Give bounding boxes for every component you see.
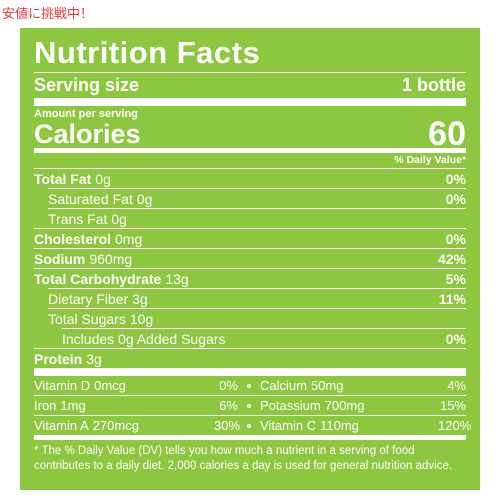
nutrient-row: Total Sugars 10g (48, 308, 466, 328)
nutrient-row: Total Fat 0g 0% (34, 168, 466, 188)
calories-row: Calories 60 (34, 115, 466, 153)
serving-row: Serving size 1 bottle (34, 73, 466, 98)
vitamin-dv: 15% (439, 398, 466, 413)
nutrient-name: Cholesterol (34, 230, 112, 247)
vitamin-cell: Calcium 50mg (260, 378, 438, 393)
rule (34, 435, 466, 440)
nutrient-name: Includes 0g Added Sugars (62, 330, 226, 347)
nutrient-amount: 960mg (89, 250, 133, 267)
vitamin-amount: 0mcg (94, 378, 126, 393)
nutrition-label: Nutrition Facts Serving size 1 bottle Am… (20, 28, 480, 490)
nutrient-dv: 0% (445, 190, 466, 207)
vitamin-name: Vitamin A (34, 418, 89, 433)
vitamin-amount: 110mg (320, 418, 359, 433)
nutrient-row: Protein 3g (34, 348, 466, 368)
nutrient-dv: 0% (445, 330, 466, 347)
nutrient-name: Dietary Fiber (48, 290, 129, 307)
vitamin-dv: 4% (447, 378, 466, 393)
nutrient-row: Trans Fat 0g (48, 208, 466, 228)
nutrient-amount: 3g (86, 350, 102, 367)
daily-value-header: % Daily Value* (394, 154, 466, 166)
calories: 60 (428, 115, 466, 153)
nutrient-dv: 11% (438, 290, 466, 307)
nutrient-amount: 0g (95, 170, 111, 187)
vitamins: Vitamin D 0mcg 0% Calcium 50mg 4% Iron 1mg 6% Pot… (34, 376, 472, 435)
nutrient-row: Sodium 960mg 42% (34, 248, 466, 268)
nutrient-row: Cholesterol 0mg 0% (34, 228, 466, 248)
nutrient-row: Saturated Fat 0g 0% (48, 188, 466, 208)
vitamin-amount: 1mg (60, 398, 86, 413)
serving-size-label: Serving size (34, 75, 140, 95)
vitamin-row: Vitamin A 270mcg 30% Vitamin C 110mg 120% (34, 415, 472, 435)
nutrient-name: Total Carbohydrate (34, 270, 162, 287)
nutrient-dv: 42% (437, 250, 466, 267)
separator-dot (247, 383, 251, 388)
nutrient-name: Protein (34, 350, 83, 367)
vitamin-amount: 700mg (324, 398, 365, 413)
vitamin-name: Calcium (260, 378, 307, 393)
nutrient-name: Saturated Fat (48, 190, 133, 207)
nutrient-row: Dietary Fiber 3g 11% (48, 288, 466, 308)
vitamin-cell: Vitamin A 270mcg (34, 418, 214, 433)
nutrient-dv: 0% (445, 230, 466, 247)
nutrient-amount: 0g (136, 190, 153, 207)
vitamin-cell: Vitamin C 110mg (260, 418, 438, 433)
nutrient-amount: 10g (129, 310, 154, 327)
vitamin-dv: 30% (214, 418, 241, 433)
footnote: * The % Daily Value (DV) tells you how m… (34, 444, 466, 474)
title: Nutrition Facts (34, 35, 261, 70)
nutrient-amount: 13g (165, 270, 189, 287)
banner: 安値に挑戦中！ (2, 7, 94, 22)
vitamin-cell: Potassium 700mg (260, 398, 438, 413)
vitamin-row: Vitamin D 0mcg 0% Calcium 50mg 4% (34, 376, 466, 395)
vitamin-amount: 270mcg (92, 418, 139, 433)
vitamin-name: Iron (34, 398, 57, 413)
serving-size: 1 bottle (401, 75, 466, 95)
rule (34, 72, 466, 73)
separator-dot (247, 423, 251, 428)
nutrient-amount: 3g (132, 290, 148, 307)
vitamin-cell: Iron 1mg (34, 398, 214, 413)
nutrient-name: Total Sugars (48, 310, 126, 327)
vitamin-name: Vitamin C (260, 418, 317, 433)
rule (34, 148, 466, 153)
vitamin-amount: 50mg (310, 378, 344, 393)
nutrient-name: Sodium (34, 250, 86, 267)
vitamin-name: Vitamin D (34, 378, 91, 393)
nutrient-row: Total Carbohydrate 13g 5% (34, 268, 466, 288)
rule (34, 98, 466, 106)
footnote-line: * The % Daily Value (DV) tells you how m… (34, 445, 415, 457)
separator-dot (247, 403, 251, 408)
vitamin-dv: 0% (219, 378, 238, 393)
amount-per-serving: Amount per serving (34, 108, 138, 120)
vitamin-dv: 6% (219, 398, 238, 413)
nutrient-amount: 0g (111, 210, 127, 227)
nutrient-row: Includes 0g Added Sugars 0% (62, 328, 466, 348)
calories-label: Calories (34, 119, 141, 149)
nutrient-name: Total Fat (34, 170, 92, 187)
vitamin-cell: Vitamin D 0mcg (34, 378, 214, 393)
vitamin-name: Potassium (260, 398, 321, 413)
rule (34, 368, 466, 376)
nutrient-dv: 0% (445, 170, 466, 187)
footnote-line: contributes to a daily diet. 2,000 calor… (34, 460, 453, 472)
vitamin-dv: 120% (438, 418, 472, 433)
vitamin-row: Iron 1mg 6% Potassium 700mg 15% (34, 395, 466, 415)
nutrient-amount: 0mg (115, 230, 143, 247)
nutrient-dv: 5% (445, 270, 466, 287)
nutrient-name: Trans Fat (48, 210, 108, 227)
